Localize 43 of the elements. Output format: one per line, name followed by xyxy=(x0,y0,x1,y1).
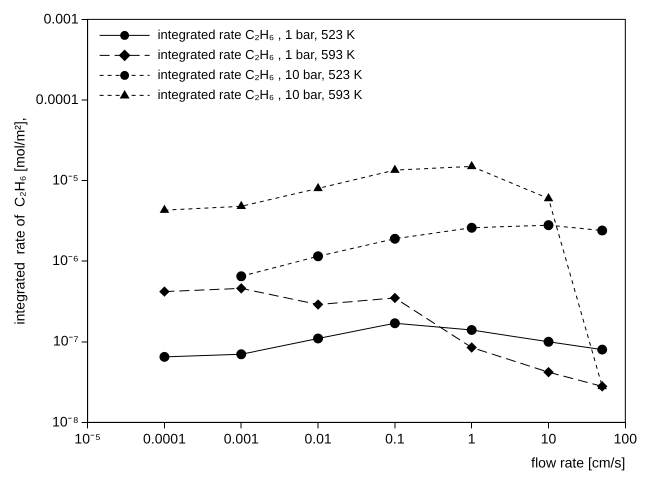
point xyxy=(390,292,400,303)
legend-label: integrated rate C₂H₆ , 1 bar, 523 K xyxy=(158,26,356,42)
x-tick-label: 0.0001 xyxy=(143,430,186,447)
point xyxy=(236,283,246,294)
point xyxy=(544,367,554,378)
point xyxy=(236,349,246,360)
point xyxy=(544,220,554,230)
point xyxy=(160,205,169,213)
point xyxy=(390,234,400,244)
x-tick-label: 100 xyxy=(614,430,638,447)
point xyxy=(313,300,324,310)
legend-label: integrated rate C₂H₆ , 10 bar, 523 K xyxy=(158,66,363,82)
x-tick-label: 0.001 xyxy=(224,430,259,447)
point xyxy=(314,183,322,192)
x-tick-label: 10 xyxy=(540,430,557,447)
point xyxy=(236,271,246,282)
y-tick-label: 10⁻⁶ xyxy=(52,252,79,268)
x-axis-title: flow rate [cm/s] xyxy=(531,454,626,470)
y-axis-title: integrated rate of C₂H₆ [mol/m²], xyxy=(11,117,28,324)
point xyxy=(313,333,324,344)
point xyxy=(544,336,554,347)
y-tick-label: 0.001 xyxy=(44,10,79,26)
point xyxy=(466,325,477,336)
point xyxy=(313,251,324,262)
point xyxy=(467,161,476,170)
point xyxy=(159,352,170,362)
point xyxy=(466,342,477,352)
y-tick-label: 0.0001 xyxy=(36,90,79,107)
point xyxy=(390,318,400,328)
x-tick-label: 10⁻⁵ xyxy=(74,430,101,447)
point xyxy=(236,201,246,210)
point xyxy=(544,193,553,202)
x-tick-label: 0.1 xyxy=(385,430,405,447)
point xyxy=(390,165,400,173)
legend-label: integrated rate C₂H₆ , 1 bar, 593 K xyxy=(158,46,356,62)
point xyxy=(466,222,477,233)
y-tick-label: 10⁻⁸ xyxy=(52,413,79,430)
point xyxy=(159,286,170,297)
legend-label: integrated rate C₂H₆ , 10 bar, 593 K xyxy=(158,86,363,102)
x-tick-label: 0.01 xyxy=(304,430,332,447)
y-tick-label: 10⁻⁷ xyxy=(52,332,79,349)
y-tick-label: 10⁻⁵ xyxy=(52,171,79,188)
x-tick-label: 1 xyxy=(468,430,476,447)
